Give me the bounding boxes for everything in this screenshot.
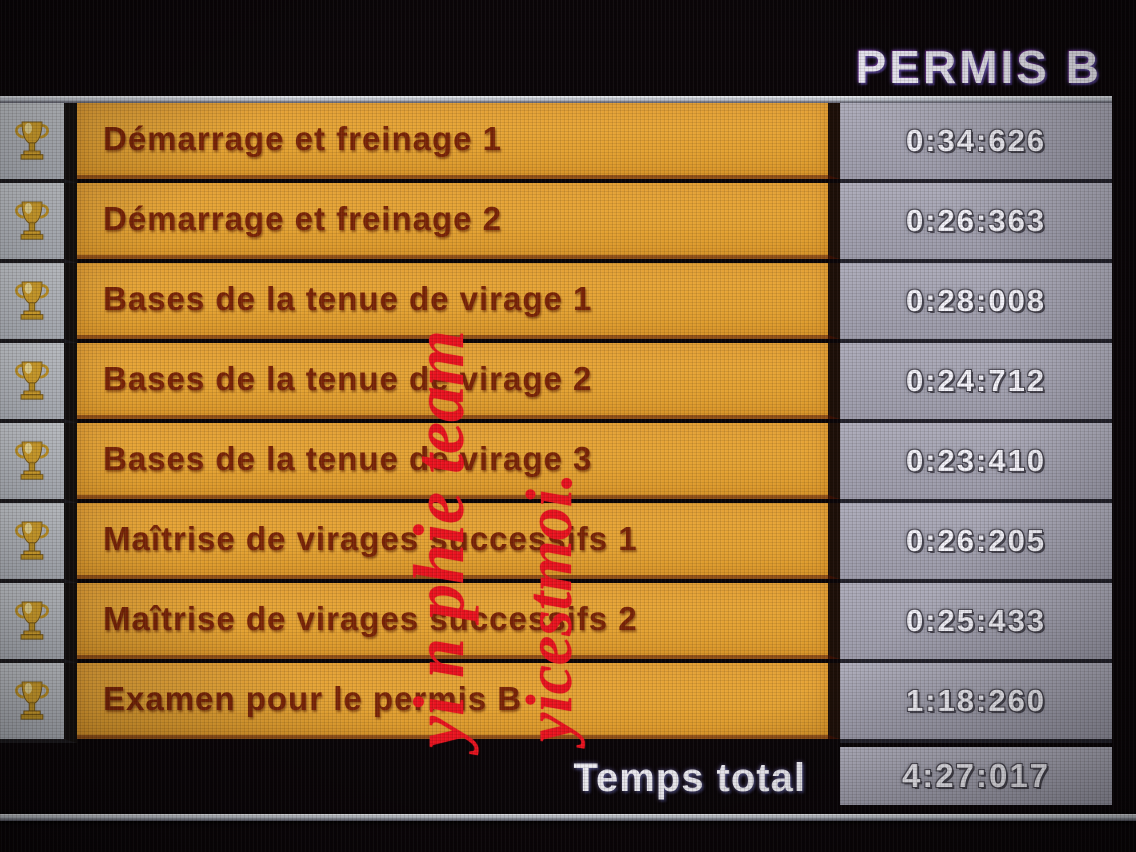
lesson-label-cell: Bases de la tenue de virage 1 <box>77 263 840 339</box>
lesson-time-cell: 0:23:410 <box>840 423 1112 503</box>
lesson-time: 0:28:008 <box>905 283 1047 318</box>
trophy-cell <box>0 423 77 503</box>
results-table: Démarrage et freinage 1 0:34:626 Dém <box>0 96 1112 811</box>
table-row: Démarrage et freinage 1 0:34:626 <box>0 103 1112 183</box>
lesson-label: Bases de la tenue de virage 1 <box>103 280 593 317</box>
trophy-icon <box>15 201 49 240</box>
lesson-label-cell: Bases de la tenue de virage 3 <box>77 423 840 499</box>
watermark-line-1: yi n phie team <box>399 330 479 748</box>
lesson-label: Bases de la tenue de virage 3 <box>103 440 593 477</box>
table-row: Bases de la tenue de virage 1 0:28:008 <box>0 263 1112 343</box>
trophy-cell <box>0 503 77 583</box>
trophy-icon <box>15 121 49 160</box>
trophy-cell <box>0 263 77 343</box>
lesson-time-cell: 1:18:260 <box>840 663 1112 743</box>
lesson-time-cell: 0:26:363 <box>840 183 1112 263</box>
total-time: 4:27:017 <box>901 757 1051 794</box>
lesson-time-cell: 0:28:008 <box>840 263 1112 343</box>
lesson-time-cell: 0:25:433 <box>840 583 1112 663</box>
lesson-label-cell: Démarrage et freinage 2 <box>77 183 840 259</box>
page-title: PERMIS B <box>855 41 1102 93</box>
lesson-time: 0:23:410 <box>905 443 1047 478</box>
lesson-time-cell: 0:24:712 <box>840 343 1112 423</box>
trophy-icon <box>15 601 49 640</box>
total-time-cell: 4:27:017 <box>840 747 1112 805</box>
trophy-icon <box>15 681 49 720</box>
total-label: Temps total <box>573 755 806 800</box>
screen-bottom-border <box>0 814 1136 821</box>
lesson-label-cell: Démarrage et freinage 1 <box>77 103 840 179</box>
table-top-border <box>0 96 1112 103</box>
lesson-label: Bases de la tenue de virage 2 <box>103 360 593 397</box>
trophy-icon <box>15 361 49 400</box>
table-row: Examen pour le permis B 1:18:260 <box>0 663 1112 743</box>
table-row: Maîtrise de virages successifs 1 0:26:20… <box>0 503 1112 583</box>
lesson-label: Démarrage et freinage 1 <box>103 120 503 157</box>
lesson-label-cell: Examen pour le permis B <box>77 663 840 739</box>
trophy-cell <box>0 103 77 183</box>
trophy-icon <box>15 281 49 320</box>
lesson-label-cell: Maîtrise de virages successifs 1 <box>77 503 840 579</box>
lesson-time: 0:26:205 <box>905 523 1047 558</box>
lesson-time: 0:34:626 <box>905 123 1047 158</box>
trophy-cell <box>0 663 77 743</box>
table-row: Maîtrise de virages successifs 2 0:25:43… <box>0 583 1112 663</box>
table-row: Bases de la tenue de virage 2 0:24:712 <box>0 343 1112 423</box>
trophy-cell <box>0 343 77 423</box>
lesson-time-cell: 0:26:205 <box>840 503 1112 583</box>
lesson-label-cell: Maîtrise de virages successifs 2 <box>77 583 840 659</box>
table-row: Démarrage et freinage 2 0:26:363 <box>0 183 1112 263</box>
lesson-label: Maîtrise de virages successifs 1 <box>103 520 638 557</box>
table-row: Bases de la tenue de virage 3 0:23:410 <box>0 423 1112 503</box>
lesson-label: Démarrage et freinage 2 <box>103 200 503 237</box>
lesson-label: Maîtrise de virages successifs 2 <box>103 600 638 637</box>
trophy-cell <box>0 583 77 663</box>
lesson-time-cell: 0:34:626 <box>840 103 1112 183</box>
lesson-time: 0:24:712 <box>905 363 1047 398</box>
watermark-line-2: yicestmoi. <box>513 472 586 742</box>
lesson-time: 1:18:260 <box>905 683 1047 718</box>
total-label-area: Temps total <box>0 745 840 811</box>
lesson-label-cell: Bases de la tenue de virage 2 <box>77 343 840 419</box>
lesson-label: Examen pour le permis B <box>103 680 523 717</box>
trophy-cell <box>0 183 77 263</box>
trophy-icon <box>15 521 49 560</box>
trophy-icon <box>15 441 49 480</box>
lesson-time: 0:25:433 <box>905 603 1047 638</box>
total-row: Temps total 4:27:017 <box>0 745 1112 811</box>
lesson-time: 0:26:363 <box>905 203 1047 238</box>
